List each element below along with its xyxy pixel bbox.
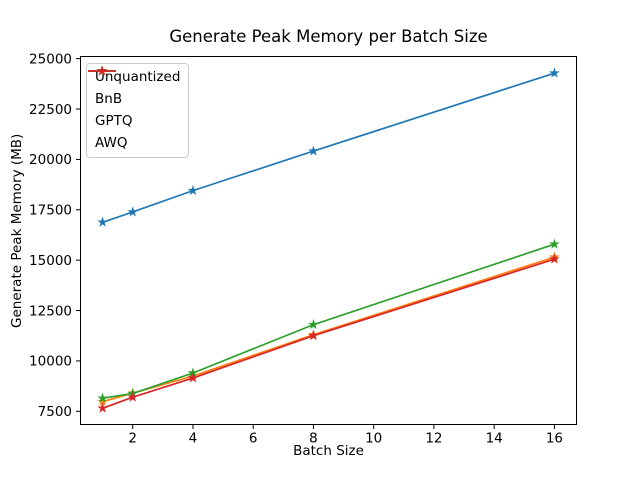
data-point-AWQ-x8 bbox=[308, 330, 319, 341]
y-tick-label: 17500 bbox=[29, 203, 72, 219]
data-point-GPTQ-x1 bbox=[97, 392, 108, 403]
x-tick-label: 2 bbox=[128, 431, 137, 447]
y-tick-label: 25000 bbox=[29, 51, 72, 67]
legend: Unquantized BnB GPTQ AWQ bbox=[86, 63, 190, 158]
legend-item-GPTQ: GPTQ bbox=[88, 65, 180, 129]
y-tick-label: 20000 bbox=[29, 152, 72, 168]
data-point-Unquantized-x1 bbox=[97, 216, 108, 227]
data-point-BnB-x1 bbox=[97, 396, 108, 407]
legend-item-AWQ: AWQ bbox=[88, 65, 180, 151]
chart-title: Generate Peak Memory per Batch Size bbox=[169, 27, 488, 46]
y-tick-label: 22500 bbox=[29, 102, 72, 118]
x-tick-label: 10 bbox=[365, 431, 382, 447]
x-tick-label: 14 bbox=[486, 431, 503, 447]
data-point-GPTQ-x16 bbox=[549, 238, 560, 249]
data-point-Unquantized-x8 bbox=[308, 145, 319, 156]
data-point-Unquantized-x16 bbox=[549, 67, 560, 78]
series-line-AWQ bbox=[101, 258, 556, 410]
data-point-AWQ-x2 bbox=[127, 391, 139, 402]
y-tick-label: 7500 bbox=[38, 404, 72, 420]
x-tick-label: 12 bbox=[425, 431, 442, 447]
data-point-GPTQ-x8 bbox=[308, 319, 319, 330]
series-line-GPTQ bbox=[101, 243, 556, 400]
y-tick-label: 10000 bbox=[29, 354, 72, 370]
y-axis-label: Generate Peak Memory (MB) bbox=[9, 133, 25, 328]
x-axis-label: Batch Size bbox=[293, 443, 364, 459]
data-point-AWQ-x1 bbox=[97, 402, 108, 413]
axes-frame bbox=[80, 56, 577, 425]
data-point-Unquantized-x4 bbox=[187, 185, 199, 196]
y-tick-label: 15000 bbox=[29, 253, 72, 269]
legend-marker-star-icon bbox=[88, 65, 116, 76]
data-point-AWQ-x16 bbox=[549, 253, 560, 264]
legend-label: BnB bbox=[95, 91, 123, 107]
legend-item-BnB: BnB bbox=[88, 65, 180, 107]
legend-label: Unquantized bbox=[95, 69, 181, 85]
data-point-AWQ-x4 bbox=[187, 372, 199, 383]
x-tick-label: 6 bbox=[249, 431, 258, 447]
x-tick-label: 8 bbox=[309, 431, 318, 447]
data-point-Unquantized-x2 bbox=[127, 206, 139, 217]
x-tick-label: 16 bbox=[546, 431, 563, 447]
legend-label: AWQ bbox=[95, 135, 128, 151]
y-tick-label: 12500 bbox=[29, 303, 72, 319]
x-tick-label: 4 bbox=[189, 431, 198, 447]
legend-label: GPTQ bbox=[95, 113, 133, 129]
